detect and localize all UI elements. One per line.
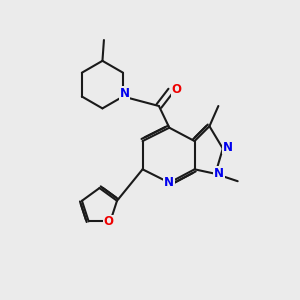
Text: O: O: [172, 83, 182, 97]
Text: N: N: [119, 87, 130, 100]
Text: N: N: [214, 167, 224, 180]
Text: O: O: [104, 215, 114, 229]
Text: N: N: [223, 140, 232, 154]
Text: N: N: [164, 176, 174, 190]
